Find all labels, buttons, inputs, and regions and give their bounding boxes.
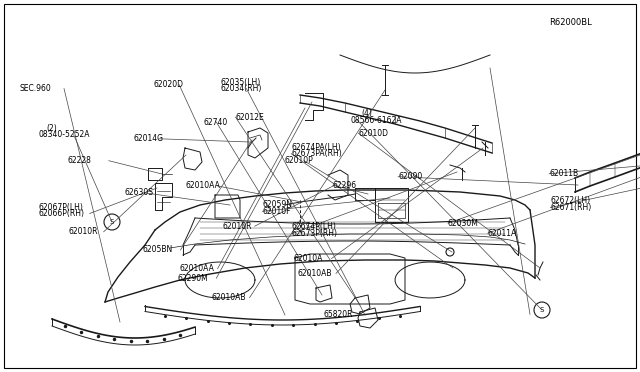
Text: 62059N: 62059N xyxy=(262,200,292,209)
Text: 62066P(RH): 62066P(RH) xyxy=(38,209,84,218)
Text: 08566-6162A: 08566-6162A xyxy=(351,116,402,125)
Text: 62030M: 62030M xyxy=(448,219,479,228)
Text: 62010R: 62010R xyxy=(223,222,252,231)
Text: 62674P(LH): 62674P(LH) xyxy=(292,222,337,231)
Text: 62228: 62228 xyxy=(67,156,91,165)
Text: S: S xyxy=(110,219,114,225)
Text: 62010AA: 62010AA xyxy=(186,182,220,190)
Text: (4): (4) xyxy=(362,109,372,118)
Text: 62672(LH): 62672(LH) xyxy=(550,196,591,205)
Text: 62014G: 62014G xyxy=(133,134,163,143)
Text: (2): (2) xyxy=(47,124,58,133)
Text: 62673P(RH): 62673P(RH) xyxy=(292,229,338,238)
Text: 62012E: 62012E xyxy=(236,113,264,122)
Text: 62010F: 62010F xyxy=(262,207,291,216)
Text: 62010P: 62010P xyxy=(285,156,314,165)
Text: 65820R: 65820R xyxy=(323,310,353,319)
Text: 62673PA(RH): 62673PA(RH) xyxy=(291,149,342,158)
Text: 62296: 62296 xyxy=(333,181,357,190)
Text: 62010R: 62010R xyxy=(68,227,98,236)
Text: 62034(RH): 62034(RH) xyxy=(221,84,262,93)
Text: 6205BN: 6205BN xyxy=(142,246,172,254)
Text: 08340-5252A: 08340-5252A xyxy=(38,130,90,139)
Text: 62035(LH): 62035(LH) xyxy=(221,78,261,87)
Text: SEC.960: SEC.960 xyxy=(19,84,51,93)
Text: 62010AA: 62010AA xyxy=(179,264,214,273)
Text: 62671(RH): 62671(RH) xyxy=(550,203,591,212)
Text: R62000BL: R62000BL xyxy=(549,18,592,27)
Text: 62090: 62090 xyxy=(398,172,422,181)
Text: 62067P(LH): 62067P(LH) xyxy=(38,203,83,212)
Text: 62010A: 62010A xyxy=(293,254,323,263)
Text: 62010AB: 62010AB xyxy=(211,293,246,302)
Text: S: S xyxy=(540,307,544,313)
Text: 62630S: 62630S xyxy=(125,188,154,197)
Text: 62740: 62740 xyxy=(204,118,228,126)
Text: 62010AB: 62010AB xyxy=(298,269,332,278)
Text: 62011A: 62011A xyxy=(488,229,517,238)
Text: 62674PA(LH): 62674PA(LH) xyxy=(291,143,341,152)
Text: 62011B: 62011B xyxy=(549,169,579,178)
Text: 62010D: 62010D xyxy=(358,129,388,138)
Text: 62290M: 62290M xyxy=(178,274,209,283)
Text: 62020D: 62020D xyxy=(154,80,184,89)
